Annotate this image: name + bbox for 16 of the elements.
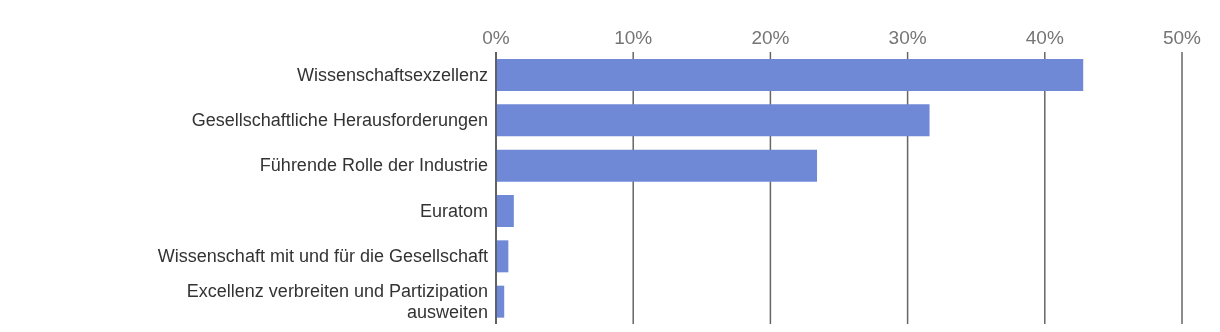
x-tick-label: 40%	[1025, 27, 1064, 48]
y-tick-label: Führende Rolle der Industrie	[259, 155, 488, 176]
bar	[496, 59, 1084, 91]
y-tick-label: Gesellschaftliche Herausforderungen	[191, 110, 488, 130]
y-tick-label: Wissenschaftsexzellenz	[296, 64, 488, 85]
x-tick-label: 50%	[1162, 27, 1202, 48]
y-tick-label: Excellenz verbreiten und Partizipation ausweiten	[186, 280, 488, 322]
bar	[496, 104, 930, 137]
x-tick-label: 30%	[888, 27, 927, 48]
x-tick-label: 0%	[482, 27, 510, 48]
y-tick-label: Wissenschaft mit und für die Gesellschaft	[157, 246, 488, 266]
bar	[496, 195, 514, 227]
x-tick-label: 20%	[751, 27, 790, 48]
x-tick-label: 10%	[614, 27, 653, 48]
y-tick-label: Euratom	[419, 200, 488, 221]
bar	[496, 149, 818, 182]
